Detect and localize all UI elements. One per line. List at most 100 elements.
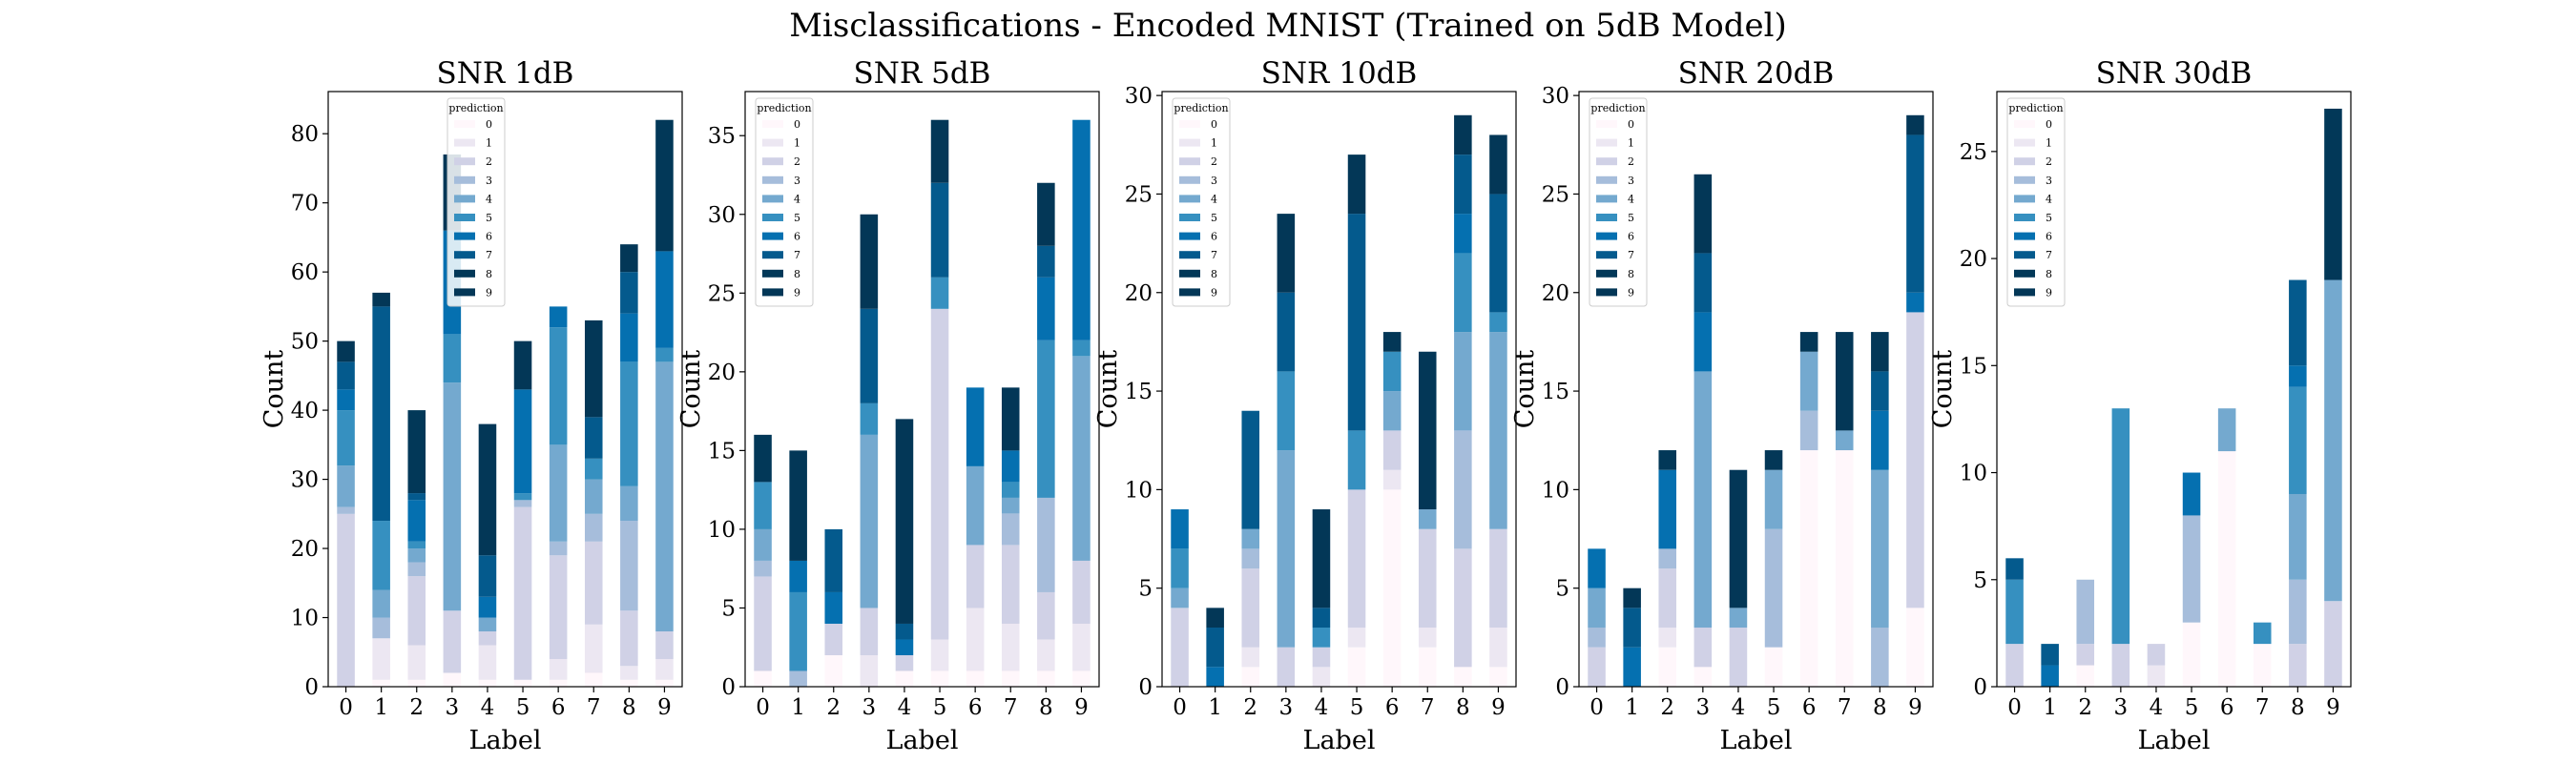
bar-segment-label-8-pred-9 bbox=[1871, 332, 1889, 372]
y-tick-label: 15 bbox=[1960, 354, 1987, 379]
legend-swatch bbox=[1179, 288, 1200, 297]
bar-segment-label-2-pred-3 bbox=[407, 562, 426, 577]
y-tick-label: 25 bbox=[1542, 182, 1569, 207]
bar-segment-label-2-pred-2 bbox=[824, 623, 843, 655]
x-tick-label: 7 bbox=[1838, 695, 1852, 720]
bar-segment-label-0-pred-0 bbox=[754, 670, 772, 687]
y-tick-label: 20 bbox=[291, 537, 319, 562]
bar-segment-label-6-pred-9 bbox=[1799, 332, 1818, 352]
y-tick-label: 25 bbox=[1960, 140, 1987, 165]
bar-segment-label-4-pred-2 bbox=[895, 654, 914, 671]
bar-segment-label-0-pred-5 bbox=[754, 482, 772, 529]
bar-segment-label-2-pred-2 bbox=[1241, 568, 1260, 648]
y-tick-label: 15 bbox=[1542, 380, 1569, 404]
bar-segment-label-9-pred-5 bbox=[1072, 340, 1091, 357]
bar-segment-label-6-pred-2 bbox=[1382, 430, 1402, 470]
legend-swatch bbox=[1596, 195, 1617, 203]
bar-segment-label-7-pred-3 bbox=[584, 513, 603, 542]
x-tick-label: 8 bbox=[1456, 695, 1470, 720]
y-tick-label: 20 bbox=[1125, 281, 1153, 306]
bar-segment-label-0-pred-4 bbox=[337, 465, 355, 507]
bar-segment-label-6-pred-3 bbox=[1799, 410, 1818, 451]
legend-label: 2 bbox=[794, 155, 800, 168]
legend-label: 6 bbox=[1211, 231, 1217, 243]
bar-segment-label-5-pred-3 bbox=[1764, 528, 1783, 648]
legend: prediction 0 1 2 3 4 5 6 7 8 9 bbox=[447, 97, 506, 307]
bar-segment-label-1-pred-6 bbox=[2041, 665, 2059, 687]
legend-swatch bbox=[1596, 251, 1617, 259]
bar-segment-label-4-pred-5 bbox=[1312, 628, 1331, 648]
bar-segment-label-7-pred-5 bbox=[1001, 482, 1020, 498]
bar-segment-label-0-pred-8 bbox=[754, 434, 772, 483]
bar-segment-label-6-pred-6 bbox=[966, 387, 985, 466]
y-axis-label: Count bbox=[260, 350, 289, 429]
bar-segment-label-6-pred-5 bbox=[549, 327, 568, 445]
bar-segment-label-2-pred-8 bbox=[407, 410, 426, 494]
bar-segment-label-4-pred-1 bbox=[2147, 665, 2166, 687]
bar-segment-label-1-pred-4 bbox=[372, 589, 390, 618]
bar-segment-label-8-pred-6 bbox=[1871, 410, 1889, 470]
bar-segment-label-7-pred-5 bbox=[2253, 622, 2272, 645]
bar-segment-label-5-pred-9 bbox=[1764, 450, 1783, 470]
bar-segment-label-7-pred-1 bbox=[584, 624, 603, 673]
bar-segment-label-0-pred-7 bbox=[337, 361, 355, 390]
bar-segment-label-9-pred-1 bbox=[655, 659, 674, 680]
x-tick-label: 1 bbox=[791, 695, 805, 720]
bar-segment-label-5-pred-0 bbox=[2182, 622, 2201, 687]
y-tick-label: 35 bbox=[708, 124, 736, 149]
panel-title: SNR 5dB bbox=[854, 56, 991, 91]
bar-segment-label-3-pred-7 bbox=[1693, 253, 1713, 313]
bar-segment-label-0-pred-3 bbox=[754, 560, 772, 577]
bar-segment-label-5-pred-9 bbox=[1347, 155, 1366, 215]
legend-swatch bbox=[2014, 269, 2035, 278]
bar-segment-label-1-pred-5 bbox=[372, 521, 390, 590]
bar-segment-label-5-pred-3 bbox=[513, 500, 532, 507]
bar-segment-label-8-pred-7 bbox=[1454, 155, 1472, 215]
bar-segment-label-5-pred-7 bbox=[930, 182, 949, 278]
legend-label: 3 bbox=[1628, 175, 1634, 187]
bar-segment-label-0-pred-3 bbox=[337, 506, 355, 514]
bar-segment-label-3-pred-4 bbox=[860, 434, 879, 608]
bar-segment-label-5-pred-2 bbox=[1347, 489, 1366, 629]
bar-segment-label-1-pred-3 bbox=[372, 617, 390, 639]
legend-label: 5 bbox=[1211, 212, 1217, 224]
bar-segment-label-2-pred-6 bbox=[407, 500, 426, 542]
bar-segment-label-8-pred-3 bbox=[1454, 430, 1472, 549]
bar-segment-label-6-pred-2 bbox=[966, 545, 985, 608]
legend-label: 3 bbox=[1211, 175, 1217, 187]
legend-swatch bbox=[1179, 214, 1200, 221]
legend-swatch bbox=[454, 175, 475, 184]
legend: prediction 0 1 2 3 4 5 6 7 8 9 bbox=[2006, 97, 2066, 307]
legend-swatch bbox=[454, 288, 475, 297]
x-tick-label: 7 bbox=[1421, 695, 1435, 720]
bar-segment-label-2-pred-7 bbox=[407, 493, 426, 501]
bar-segment-label-8-pred-9 bbox=[620, 244, 638, 273]
bar-segment-label-2-pred-7 bbox=[824, 528, 843, 592]
bar-segment-label-7-pred-9 bbox=[1418, 351, 1437, 510]
bar-segment-label-2-pred-0 bbox=[407, 679, 426, 687]
bar-segment-label-1-pred-9 bbox=[372, 292, 390, 307]
legend-label: 3 bbox=[2046, 175, 2052, 187]
bar-segment-label-9-pred-0 bbox=[655, 679, 674, 687]
bar-segment-label-2-pred-0 bbox=[824, 654, 843, 687]
legend-label: 3 bbox=[794, 175, 800, 187]
bar-segment-label-4-pred-7 bbox=[895, 623, 914, 640]
bar-segment-label-3-pred-5 bbox=[860, 402, 879, 435]
bar-segment-label-5-pred-9 bbox=[930, 119, 949, 183]
bar-segment-label-9-pred-7 bbox=[1489, 194, 1507, 313]
bar-segment-label-8-pred-9 bbox=[1037, 182, 1055, 246]
bar-segment-label-8-pred-6 bbox=[620, 313, 638, 362]
bar-segment-label-2-pred-2 bbox=[1658, 568, 1677, 629]
bar-segment-label-1-pred-7 bbox=[1206, 628, 1224, 668]
bar-segment-label-1-pred-9 bbox=[1206, 608, 1224, 629]
bar-segment-label-8-pred-0 bbox=[1037, 670, 1055, 687]
bar-segment-label-7-pred-4 bbox=[1001, 497, 1020, 514]
bar-segment-label-7-pred-3 bbox=[1001, 513, 1020, 546]
y-tick-label: 30 bbox=[708, 203, 736, 228]
legend-swatch bbox=[762, 138, 783, 147]
bar-segment-label-0-pred-2 bbox=[1588, 647, 1606, 687]
legend-label: 0 bbox=[794, 118, 800, 131]
legend-swatch bbox=[762, 251, 783, 259]
bar-segment-label-8-pred-1 bbox=[620, 666, 638, 680]
legend-label: 9 bbox=[2046, 286, 2052, 299]
